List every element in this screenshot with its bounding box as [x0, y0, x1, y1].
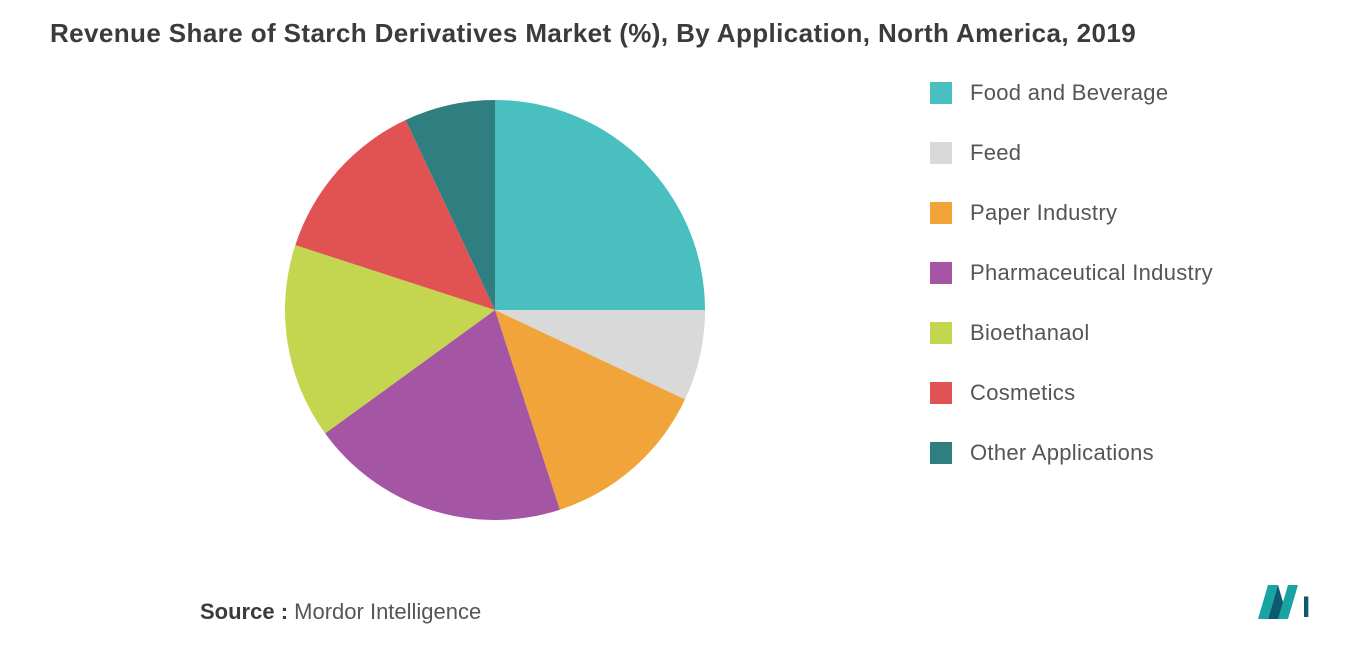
legend-item: Bioethanaol	[930, 320, 1310, 346]
chart-container: Revenue Share of Starch Derivatives Mark…	[0, 0, 1366, 655]
legend-item: Feed	[930, 140, 1310, 166]
legend-label: Feed	[970, 140, 1021, 166]
source-label: Source :	[200, 599, 288, 624]
legend: Food and Beverage Feed Paper Industry Pharm…	[930, 80, 1310, 500]
legend-item: Cosmetics	[930, 380, 1310, 406]
logo-text: I	[1302, 591, 1310, 624]
legend-swatch	[930, 382, 952, 404]
legend-item: Paper Industry	[930, 200, 1310, 226]
pie-chart	[280, 95, 710, 525]
legend-swatch	[930, 262, 952, 284]
legend-label: Food and Beverage	[970, 80, 1168, 106]
legend-label: Paper Industry	[970, 200, 1117, 226]
legend-label: Bioethanaol	[970, 320, 1090, 346]
legend-swatch	[930, 322, 952, 344]
brand-logo: I	[1256, 579, 1326, 630]
legend-swatch	[930, 202, 952, 224]
legend-label: Other Applications	[970, 440, 1154, 466]
legend-label: Cosmetics	[970, 380, 1075, 406]
legend-swatch	[930, 82, 952, 104]
chart-title: Revenue Share of Starch Derivatives Mark…	[50, 18, 1316, 49]
pie-slice	[495, 100, 705, 310]
legend-item: Other Applications	[930, 440, 1310, 466]
legend-item: Pharmaceutical Industry	[930, 260, 1310, 286]
legend-item: Food and Beverage	[930, 80, 1310, 106]
source-value: Mordor Intelligence	[294, 599, 481, 624]
source-line: Source : Mordor Intelligence	[200, 599, 481, 625]
legend-swatch	[930, 442, 952, 464]
legend-label: Pharmaceutical Industry	[970, 260, 1213, 286]
legend-swatch	[930, 142, 952, 164]
